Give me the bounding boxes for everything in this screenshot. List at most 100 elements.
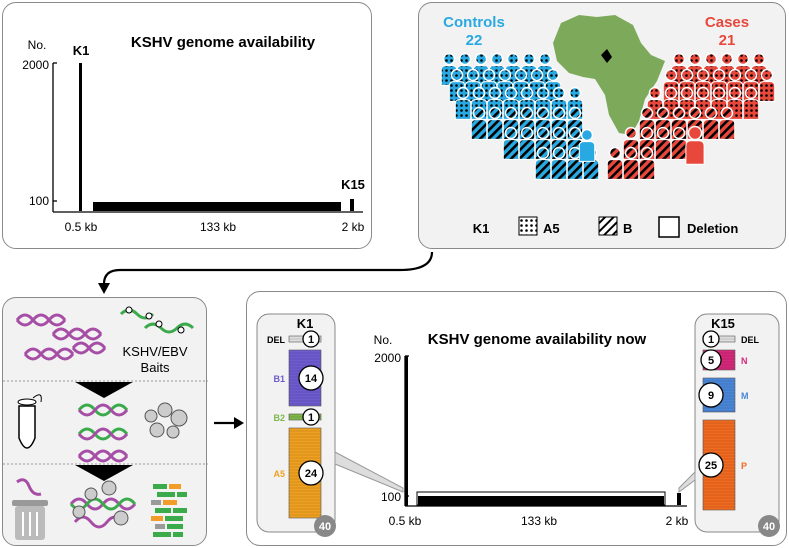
legend-deletion-label: Deletion (687, 221, 738, 236)
captured-fragments-icon (69, 480, 137, 529)
group-label: M (741, 391, 749, 401)
panel-d-title: KSHV genome availability now (428, 331, 647, 348)
k15-group-del: DEL 1 (702, 330, 760, 348)
legend-b-label: B (623, 221, 632, 236)
panel-d-k1-bar (405, 356, 408, 506)
panel-d-y-tick-100: 100 (381, 490, 401, 504)
panel-d-x-label-right: 2 kb (666, 514, 689, 528)
control-person-icon (518, 126, 536, 160)
panel-d-y-label: No. (374, 333, 393, 347)
group-label: N (741, 356, 748, 366)
case-person-icon (718, 106, 736, 140)
trash-icon (12, 478, 48, 540)
control-person-icon (454, 86, 472, 120)
panel-a-x-label-left: 0.5 kb (65, 220, 98, 234)
baits-label-line2: Baits (141, 360, 170, 375)
legend-b-swatch (598, 216, 618, 236)
dna-helix-icon (15, 313, 107, 361)
group-count: 1 (308, 412, 314, 424)
k1-group-b2: B2 1 (273, 408, 322, 426)
controls-label: Controls (443, 14, 505, 31)
panel-genome-availability: KSHV genome availability No. 2000 100 K1… (2, 2, 372, 249)
group-label: B2 (273, 413, 285, 423)
control-person-icon (486, 106, 504, 140)
group-label: DEL (741, 335, 760, 345)
control-person-icon (470, 106, 488, 140)
legend-k1-label: K1 (473, 221, 490, 236)
case-person-deletion-icon (685, 125, 705, 165)
panel-a-k1-label: K1 (73, 43, 90, 58)
hybridized-dna-icon (77, 403, 129, 463)
group-count: 9 (708, 390, 714, 402)
case-person-icon (606, 146, 624, 180)
group-count: 24 (305, 468, 318, 480)
k15-total-value: 40 (763, 521, 775, 533)
k1-box-title: K1 (297, 316, 314, 331)
panel-a-title: KSHV genome availability (131, 34, 316, 51)
tube-icon (17, 394, 42, 449)
africa-map-icon (553, 15, 665, 135)
panel-a-x-label-right: 2 kb (342, 220, 365, 234)
panel-a-y-tick-100: 100 (29, 194, 49, 208)
down-triangle-icon (75, 382, 133, 398)
case-person-icon (670, 126, 688, 160)
k1-total-value: 40 (319, 521, 331, 533)
group-label: P (741, 461, 747, 471)
k1-group-b1: B1 14 (273, 349, 324, 407)
k15-total-badge (758, 515, 780, 537)
panel-a-y-tick-2000: 2000 (22, 58, 49, 72)
control-person-icon (578, 128, 596, 162)
legend-deletion-swatch (658, 216, 680, 238)
panel-c-graphic: KSHV/EBV Baits (3, 306, 208, 540)
k15-group-p: P 25 (698, 419, 747, 511)
k15-group-n: N5 (700, 349, 748, 371)
panel-a-x-label-mid: 133 kb (200, 220, 236, 234)
group-count: 25 (705, 460, 717, 472)
panel-d-genome-bar (418, 496, 664, 505)
panel-b-graphic: Controls 22 Cases 21 K1 A5 B Deletion (440, 14, 776, 238)
panel-a-graphic: KSHV genome availability No. 2000 100 K1… (22, 34, 365, 234)
study-region-marker (601, 49, 612, 63)
case-person-icon (758, 68, 776, 102)
baits-label-line1: KSHV/EBV (122, 344, 187, 359)
control-person-icon (566, 146, 584, 180)
control-person-icon (534, 146, 552, 180)
beads-icon (144, 402, 188, 439)
k1-total-badge (314, 515, 336, 537)
group-count: 1 (708, 334, 714, 346)
panel-d-k15-bar (677, 493, 681, 505)
group-count: 14 (305, 373, 318, 385)
legend-a5-label: A5 (543, 221, 560, 236)
group-label: DEL (267, 335, 286, 345)
k1-group-a5: A5 24 (273, 427, 324, 519)
panel-a-y-label: No. (28, 38, 47, 52)
curved-arrow-icon (102, 251, 434, 285)
panel-a-k15-label: K15 (341, 177, 365, 192)
group-label: B1 (273, 374, 285, 384)
case-person-icon (654, 126, 672, 160)
group-count: 5 (708, 355, 714, 367)
k1-group-stack: DEL 1 B1 14 B2 1 A5 24 (267, 330, 324, 519)
k15-zoom-connector (678, 470, 696, 493)
legend-a5-swatch (518, 216, 538, 236)
control-person-icon (550, 146, 568, 180)
panel-a-k15-bar (350, 199, 354, 211)
panel-cohort: Controls 22 Cases 21 K1 A5 B Deletion (418, 2, 786, 249)
case-person-icon (638, 146, 656, 180)
panel-d-x-label-left: 0.5 kb (389, 514, 422, 528)
people-figures (440, 52, 776, 180)
case-person-icon (622, 146, 640, 180)
case-person-icon (742, 86, 760, 120)
panel-d-x-label-mid: 133 kb (521, 514, 557, 528)
panel-d-y-tick-2000: 2000 (374, 351, 401, 365)
controls-count: 22 (466, 32, 483, 49)
down-triangle-icon-2 (75, 465, 133, 481)
panel-capture-workflow: KSHV/EBV Baits (2, 297, 208, 546)
baits-icon (119, 306, 195, 334)
cases-label: Cases (705, 14, 749, 31)
sequencing-reads-icon (151, 484, 187, 537)
panel-genome-availability-now: K1 DEL 1 B1 14 B2 1 A5 24 40 K15 DEL 1 N 5 M 9 P 25 40… (246, 291, 787, 546)
group-count: 1 (308, 334, 314, 346)
